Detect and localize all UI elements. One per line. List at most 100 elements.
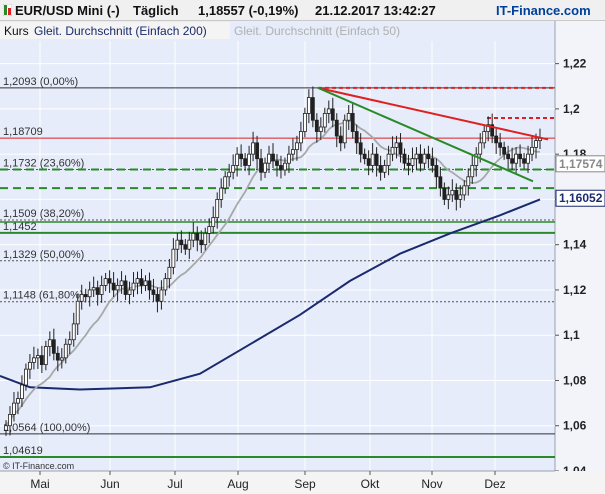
candle-body <box>410 158 415 166</box>
fib-level-label: 1,1509 (38,20%) <box>3 208 84 220</box>
fib-level-label: 1,0564 (100,00%) <box>3 422 90 434</box>
x-tick-label: Jul <box>167 477 182 491</box>
candle-body <box>530 146 534 155</box>
candle-body <box>302 113 307 132</box>
y-axis-area <box>555 21 605 471</box>
chart-logo-icon <box>3 4 12 16</box>
candle-body <box>155 294 160 302</box>
fib-level-label: 1,2093 (0,00%) <box>3 76 78 88</box>
candle-body <box>398 142 403 155</box>
candle-body <box>115 285 120 291</box>
candle-body <box>111 282 116 291</box>
candle-body <box>215 199 220 218</box>
candle-body <box>167 266 172 280</box>
candle-body <box>291 149 295 155</box>
candle-body <box>494 135 499 144</box>
candle-body <box>255 142 259 160</box>
candle-body <box>374 153 379 166</box>
candle-body <box>518 153 522 160</box>
candle-body <box>31 357 36 363</box>
candle-body <box>20 384 24 399</box>
candle-body <box>135 278 140 284</box>
candle-body <box>195 232 200 241</box>
candle-body <box>107 278 112 284</box>
plot-area <box>0 21 555 471</box>
candlesticks <box>4 86 542 436</box>
candle-body <box>406 162 411 166</box>
candle-body <box>43 346 48 366</box>
candle-body <box>223 176 228 189</box>
candle-body <box>28 361 32 370</box>
candle-body <box>207 226 212 234</box>
candle-body <box>279 165 283 171</box>
candle-body <box>243 158 248 166</box>
candle-body <box>283 162 287 171</box>
candle-body <box>219 187 224 200</box>
candle-body <box>103 278 108 286</box>
candle-body <box>147 280 152 291</box>
legend-sma200: Gleit. Durchschnitt (Einfach 200) <box>34 24 207 38</box>
candle-body <box>526 153 530 164</box>
candle-body <box>51 339 56 354</box>
symbol-name: EUR/USD Mini (-) <box>15 3 120 18</box>
candle-body <box>338 135 343 144</box>
sma200-series <box>0 198 541 391</box>
candle-body <box>24 368 28 386</box>
candle-body <box>63 343 68 359</box>
y-tick-label: 1,06 <box>563 419 587 433</box>
candle-body <box>366 158 371 166</box>
candle-body <box>342 119 347 144</box>
candle-body <box>235 153 240 166</box>
candle-body <box>99 285 104 295</box>
candle-body <box>227 171 232 178</box>
candle-body <box>310 97 315 121</box>
candle-body <box>362 153 367 160</box>
candle-body <box>430 158 435 166</box>
candle-body <box>306 97 311 114</box>
sma200-line <box>0 198 541 391</box>
candle-body <box>326 108 331 114</box>
x-tick-label: Nov <box>421 477 442 491</box>
y-tick-label: 1,14 <box>563 238 587 252</box>
candle-body <box>346 113 351 121</box>
fib-level-label: 1,04619 <box>3 445 43 457</box>
x-tick-label: Dez <box>484 477 505 491</box>
candle-body <box>8 414 12 427</box>
candle-body <box>179 239 184 246</box>
candle-body <box>322 113 327 128</box>
candle-body <box>55 352 60 361</box>
price-label-box <box>555 155 605 173</box>
candle-body <box>211 217 216 227</box>
trend-lines <box>317 86 549 183</box>
candle-body <box>510 158 515 164</box>
candle-body <box>295 142 299 151</box>
title-bar: EUR/USD Mini (-) Täglich 1,18557 (-0,19%… <box>0 0 605 21</box>
support-trendline <box>317 86 534 183</box>
candle-body <box>159 289 164 302</box>
y-tick-label: 1,12 <box>563 283 587 297</box>
candle-body <box>378 165 383 173</box>
candle-body <box>386 153 391 166</box>
candle-body <box>354 131 359 144</box>
candle-body <box>350 113 355 132</box>
timestamp: 21.12.2017 13:42:27 <box>315 3 436 18</box>
candle-body <box>187 239 192 250</box>
candle-body <box>514 153 518 164</box>
candle-body <box>127 289 132 295</box>
x-tick-label: Jun <box>100 477 119 491</box>
candle-body <box>446 194 451 200</box>
candle-body <box>4 425 8 431</box>
candle-body <box>330 108 335 121</box>
candle-body <box>79 294 84 302</box>
candle-body <box>247 153 251 166</box>
x-tick-label: Aug <box>227 477 248 491</box>
candle-body <box>438 176 443 189</box>
candle-body <box>478 142 483 155</box>
candle-body <box>482 131 487 144</box>
candle-body <box>59 357 64 361</box>
y-tick-label: 1,2 <box>563 102 580 116</box>
candle-body <box>414 153 419 160</box>
candle-body <box>163 278 168 291</box>
candle-body <box>16 398 20 404</box>
